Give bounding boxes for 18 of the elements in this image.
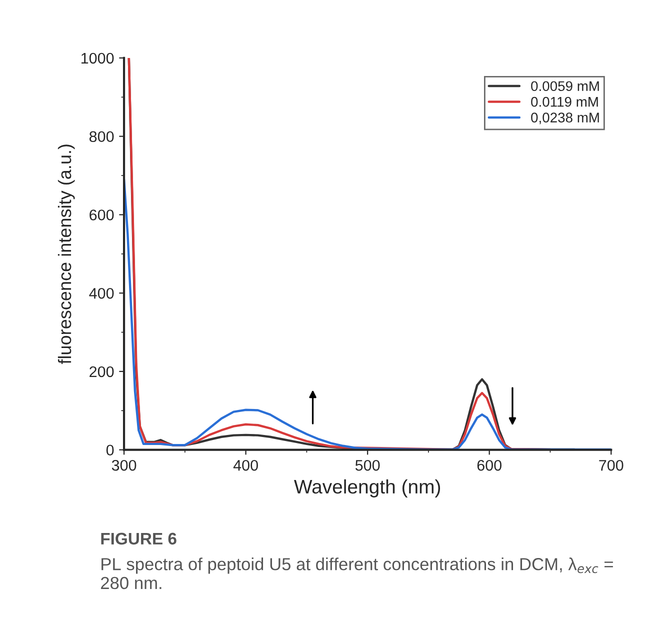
- y-tick-label: 400: [89, 288, 114, 299]
- y-tick-label: 600: [90, 210, 114, 220]
- x-tick-label: 500: [355, 460, 380, 471]
- legend-label: 0.0059 mM: [531, 81, 599, 92]
- x-tick-label: 700: [599, 460, 624, 471]
- y-tick-label: 800: [89, 131, 114, 142]
- y-tick-label: 1000: [81, 52, 114, 64]
- y-tick-label: 200: [90, 366, 114, 378]
- x-axis-title: Wavelength (nm): [294, 479, 440, 498]
- x-tick-label: 300: [112, 460, 136, 471]
- x-tick-label: 600: [477, 460, 502, 471]
- y-tick-label: 0: [106, 444, 114, 456]
- caption: FIGURE 6: [101, 532, 176, 545]
- legend-label: 0.0119 mM: [531, 96, 598, 107]
- text: PL spectra of peptoid U5 at different concentrations in DCM, λ$_{exc}$ = 280 nm.: [101, 558, 613, 590]
- y-axis-title: fluorescence intensity (a.u.): [58, 144, 75, 364]
- legend-label: 0,0238 mM: [531, 112, 599, 124]
- x-tick-label: 400: [233, 460, 258, 471]
